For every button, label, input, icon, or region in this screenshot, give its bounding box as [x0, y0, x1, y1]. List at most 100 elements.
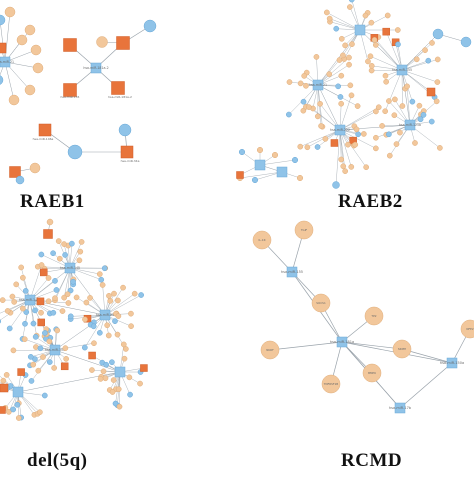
mirna-node — [112, 319, 117, 324]
gene-node — [38, 310, 43, 315]
gene-node — [47, 339, 52, 344]
node-label: hsa-miR-150a — [440, 361, 464, 365]
gene-node — [78, 249, 83, 254]
hub-gene-node — [237, 172, 244, 179]
mirna-node — [91, 324, 96, 329]
mirna-hub-node — [13, 387, 23, 397]
gene-node — [1, 378, 6, 383]
mirna-node — [29, 378, 34, 383]
mirna-node — [104, 362, 109, 367]
hub-gene-node — [117, 37, 130, 50]
gene-node — [11, 348, 16, 353]
node-label: hsa-miR-222 — [330, 128, 350, 132]
gene-node — [339, 101, 344, 106]
gene-node — [349, 42, 354, 47]
mirna-hub-node — [115, 367, 125, 377]
panel-title-rcmd: RCMD — [341, 450, 402, 472]
hub-gene-node — [61, 363, 68, 370]
network-edge — [5, 62, 14, 100]
gene-node — [353, 142, 358, 147]
gene-node — [120, 285, 125, 290]
hub-gene-node — [112, 82, 125, 95]
mirna-node — [301, 99, 306, 104]
mirna-node — [461, 37, 471, 47]
gene-node — [74, 295, 79, 300]
gene-node — [60, 308, 65, 313]
hub-gene-node — [10, 167, 21, 178]
gene-node — [369, 63, 374, 68]
node-label: hsa-miR-21 — [0, 60, 14, 64]
mirna-node — [338, 94, 343, 99]
gene-node — [9, 95, 19, 105]
gene-node — [128, 324, 133, 329]
mirna-node — [22, 321, 27, 326]
gene-node — [0, 298, 5, 303]
node-label: hsa-miR-21 — [96, 313, 114, 317]
gene-node — [52, 365, 57, 370]
gene-node — [297, 175, 303, 181]
mirna-node — [395, 42, 400, 47]
gene-node — [20, 275, 25, 280]
gene-node — [5, 308, 10, 313]
gene-node — [435, 79, 440, 84]
gene-node — [19, 265, 24, 270]
mirna-node — [127, 392, 132, 397]
gene-node — [64, 356, 69, 361]
node-label: hsa-miR-181a-2 — [83, 66, 108, 70]
gene-node — [4, 372, 9, 377]
gene-node — [91, 341, 96, 346]
mirna-node — [410, 99, 415, 104]
network-edge — [402, 70, 410, 125]
mirna-node — [54, 287, 59, 292]
node-label: SRMH — [398, 347, 406, 351]
gene-node — [435, 57, 440, 62]
gene-node — [31, 45, 41, 55]
gene-node — [349, 164, 354, 169]
gene-node — [368, 54, 373, 59]
mirna-node — [16, 176, 24, 184]
gene-node — [55, 328, 60, 333]
gene-node — [14, 282, 19, 287]
gene-node — [361, 131, 366, 136]
hub-gene-node — [37, 298, 44, 305]
gene-node — [52, 296, 57, 301]
gene-node — [65, 292, 70, 297]
gene-node — [339, 36, 344, 41]
gene-node — [405, 84, 410, 89]
gene-node — [82, 317, 87, 322]
gene-node — [47, 219, 53, 225]
mirna-node — [356, 132, 361, 137]
gene-node — [128, 311, 133, 316]
network-edge — [0, 20, 5, 62]
gene-node — [110, 389, 115, 394]
gene-node — [116, 313, 121, 318]
gene-node — [380, 123, 385, 128]
node-label: TGIF — [300, 228, 308, 232]
hub-gene-node — [427, 88, 435, 96]
node-label: hsa-miR-155 — [281, 270, 303, 274]
gene-node — [437, 145, 442, 150]
gene-node — [117, 404, 122, 409]
gene-node — [422, 48, 427, 53]
gene-node — [397, 130, 402, 135]
gene-node — [257, 147, 263, 153]
gene-node — [111, 377, 116, 382]
node-label: hsa-miR-34a — [121, 159, 140, 163]
hub-gene-node — [64, 39, 77, 52]
gene-node — [61, 241, 66, 246]
gene-node — [373, 146, 378, 151]
gene-node — [101, 369, 106, 374]
gene-node — [383, 73, 388, 78]
hub-gene-node — [40, 269, 47, 276]
gene-node — [25, 85, 35, 95]
gene-node — [349, 93, 354, 98]
gene-node — [108, 298, 113, 303]
gene-node — [287, 79, 292, 84]
mirna-node — [0, 15, 5, 25]
gene-node — [272, 152, 278, 158]
gene-node — [100, 282, 105, 287]
gene-node — [121, 342, 126, 347]
gene-node — [394, 141, 399, 146]
gene-node — [87, 295, 92, 300]
gene-node — [303, 83, 308, 88]
